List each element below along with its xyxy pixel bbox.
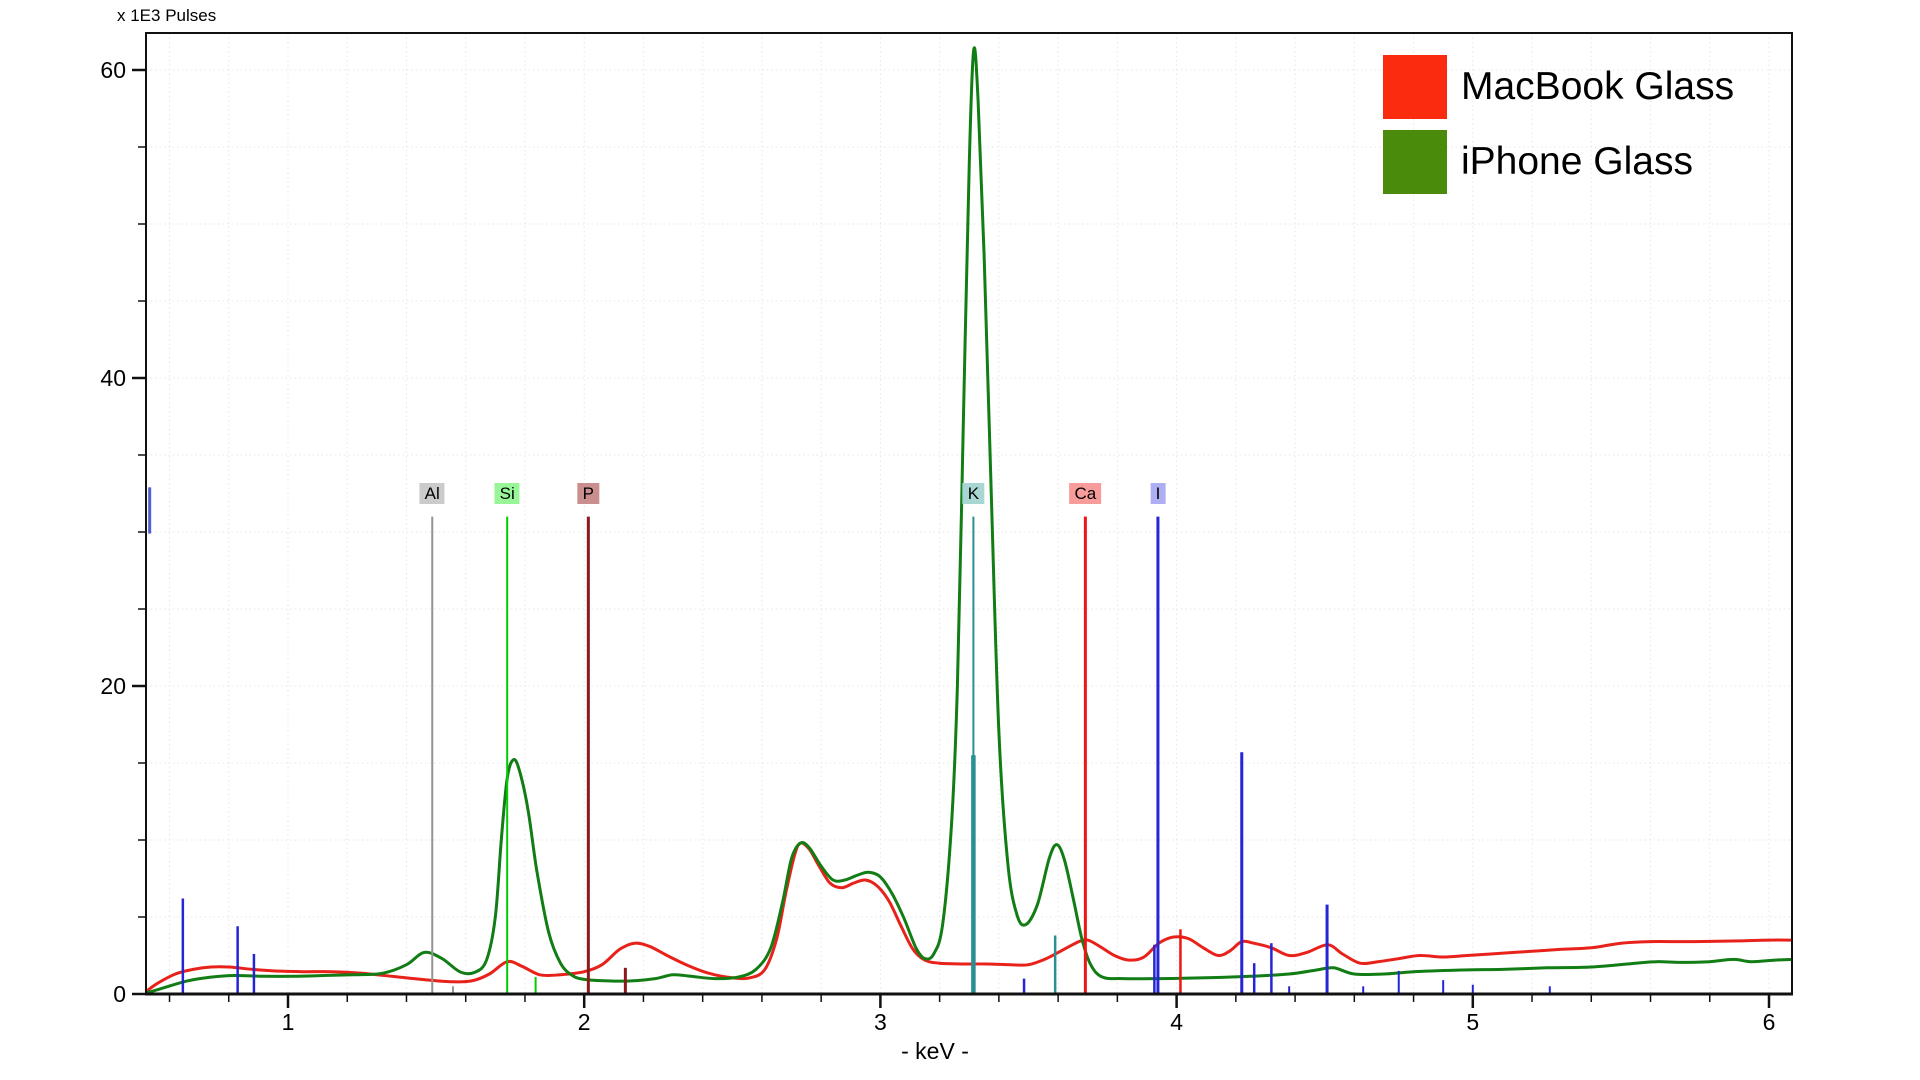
element-marker-layer: [148, 487, 1551, 993]
y-axis-title: x 1E3 Pulses: [117, 6, 217, 25]
x-axis-title: - keV -: [901, 1038, 969, 1064]
element-label-ca: Ca: [1069, 483, 1102, 504]
axes-layer: [145, 32, 1793, 996]
legend-item: iPhone Glass: [1383, 130, 1734, 194]
series-line-macbook-glass: [147, 841, 1791, 993]
element-label-p: P: [577, 483, 600, 504]
legend-label: MacBook Glass: [1461, 65, 1735, 108]
y-tick-label: 60: [100, 57, 126, 83]
legend-swatch: [1383, 55, 1447, 119]
element-label-i: I: [1150, 483, 1166, 504]
x-tick-label: 5: [1466, 1009, 1479, 1035]
x-tick-label: 1: [282, 1009, 295, 1035]
legend: MacBook Glass iPhone Glass: [1383, 55, 1734, 205]
legend-swatch: [1383, 130, 1447, 194]
x-tick-label: 6: [1763, 1009, 1776, 1035]
y-tick-label: 0: [113, 981, 126, 1007]
ticks-layer: [132, 68, 1771, 1008]
legend-label: iPhone Glass: [1461, 140, 1693, 183]
y-tick-label: 20: [100, 673, 126, 699]
series-line-iphone-glass: [147, 46, 1791, 993]
element-label-al: Al: [419, 483, 445, 504]
element-label-si: Si: [494, 483, 520, 504]
x-tick-label: 3: [874, 1009, 887, 1035]
legend-item: MacBook Glass: [1383, 55, 1734, 119]
element-label-k: K: [962, 483, 985, 504]
x-tick-label: 4: [1170, 1009, 1183, 1035]
series-layer: [147, 46, 1791, 993]
x-tick-label: 2: [578, 1009, 591, 1035]
y-tick-label: 40: [100, 365, 126, 391]
